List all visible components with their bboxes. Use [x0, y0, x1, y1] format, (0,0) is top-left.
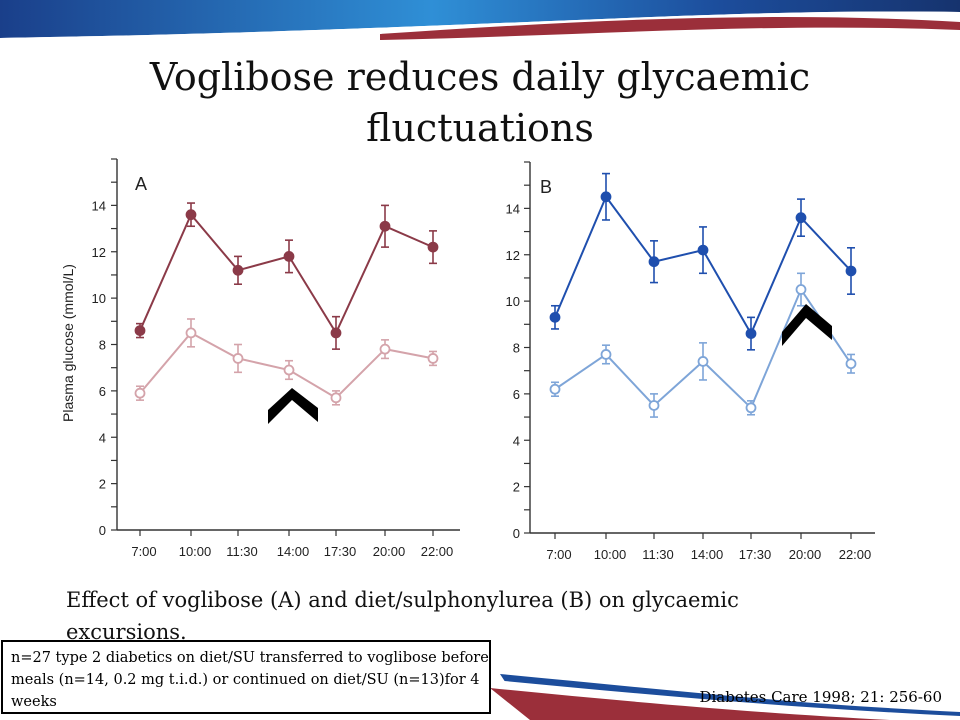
study-note-box: n=27 type 2 diabetics on diet/SU transfe…: [1, 640, 491, 714]
data-point-closed: [600, 191, 612, 203]
y-tick-label: 12: [92, 245, 106, 260]
data-point-closed: [795, 212, 807, 224]
y-tick-label: 2: [513, 480, 520, 495]
data-point-open: [549, 383, 561, 395]
data-point-open: [745, 402, 757, 414]
y-tick-label: 14: [506, 201, 520, 216]
data-point-closed: [379, 220, 391, 232]
x-tick-label: 22:00: [421, 544, 454, 559]
data-point-open: [795, 284, 807, 295]
chart-panel-b: B 0 2 4 6 8 10 12 14 7:00 10:00 11:30 14:00 17:30 20:…: [506, 161, 875, 562]
x-tick-label: 17:30: [739, 547, 772, 562]
panel-b-label: B: [540, 177, 552, 197]
y-tick-label: 8: [99, 338, 106, 353]
x-tick-label: 14:00: [691, 547, 724, 562]
series-line-closed: [139, 212, 434, 336]
data-point-open: [427, 353, 439, 364]
data-point-closed: [330, 327, 342, 339]
y-axis-label: Plasma glucose (mmol/L): [60, 264, 76, 422]
y-tick-label: 0: [513, 526, 520, 541]
x-tick-label: 17:30: [324, 544, 357, 559]
slide-title-line1: Voglibose reduces daily glycaemic: [149, 55, 811, 99]
panel-a-label: A: [135, 174, 147, 194]
slide-title: Voglibose reduces daily glycaemic fluctu…: [80, 52, 880, 154]
y-tick-label: 14: [92, 198, 106, 213]
data-point-open: [185, 327, 197, 339]
data-point-open: [330, 392, 342, 404]
y-tick-label: 8: [513, 341, 520, 356]
slide-title-line2: fluctuations: [366, 106, 594, 150]
x-tick-label: 7:00: [546, 547, 571, 562]
x-tick-label: 20:00: [373, 544, 406, 559]
data-point-closed: [549, 311, 561, 323]
chevron-marker-icon: [782, 304, 832, 346]
y-tick-label: 4: [513, 433, 520, 448]
header-banner: [0, 0, 960, 44]
figure-caption: Effect of voglibose (A) and diet/sulphon…: [66, 588, 739, 644]
x-tick-label: 14:00: [277, 544, 310, 559]
data-point-open: [134, 387, 146, 399]
data-point-closed: [845, 265, 857, 277]
data-point-closed: [427, 241, 439, 253]
glucose-charts: A Plasma glucose (mmol/L) 0 2 4 6 8 10 12 14 7:0…: [60, 158, 875, 562]
x-tick-label: 7:00: [131, 544, 156, 559]
data-point-open: [600, 349, 612, 360]
y-tick-label: 4: [99, 430, 106, 445]
data-point-closed: [134, 325, 146, 336]
citation: Diabetes Care 1998; 21: 256-60: [699, 688, 942, 706]
data-point-open: [845, 358, 857, 370]
x-tick-label: 11:30: [226, 544, 258, 559]
data-point-closed: [697, 244, 709, 256]
y-tick-label: 6: [513, 387, 520, 402]
data-point-closed: [648, 256, 660, 268]
data-point-closed: [283, 250, 295, 262]
chart-panel-a: A Plasma glucose (mmol/L) 0 2 4 6 8 10 12 14 7:0…: [60, 158, 460, 559]
chevron-marker-icon: [268, 388, 318, 424]
y-tick-label: 10: [506, 294, 520, 309]
x-tick-label: 11:30: [642, 547, 674, 562]
data-point-closed: [185, 209, 197, 221]
y-tick-label: 10: [92, 291, 106, 306]
data-point-open: [232, 353, 244, 364]
x-tick-label: 20:00: [789, 547, 822, 562]
data-point-open: [697, 356, 709, 367]
data-point-closed: [745, 328, 757, 339]
y-tick-label: 12: [506, 248, 520, 263]
x-tick-label: 10:00: [179, 544, 212, 559]
y-tick-label: 0: [99, 523, 106, 538]
y-tick-label: 2: [99, 477, 106, 492]
data-point-open: [283, 364, 295, 376]
data-point-closed: [232, 264, 244, 276]
footer-banner: [490, 674, 960, 720]
x-tick-label: 10:00: [594, 547, 627, 562]
data-point-open: [648, 400, 660, 411]
y-tick-label: 6: [99, 384, 106, 399]
x-tick-label: 22:00: [839, 547, 872, 562]
data-point-open: [379, 343, 391, 355]
